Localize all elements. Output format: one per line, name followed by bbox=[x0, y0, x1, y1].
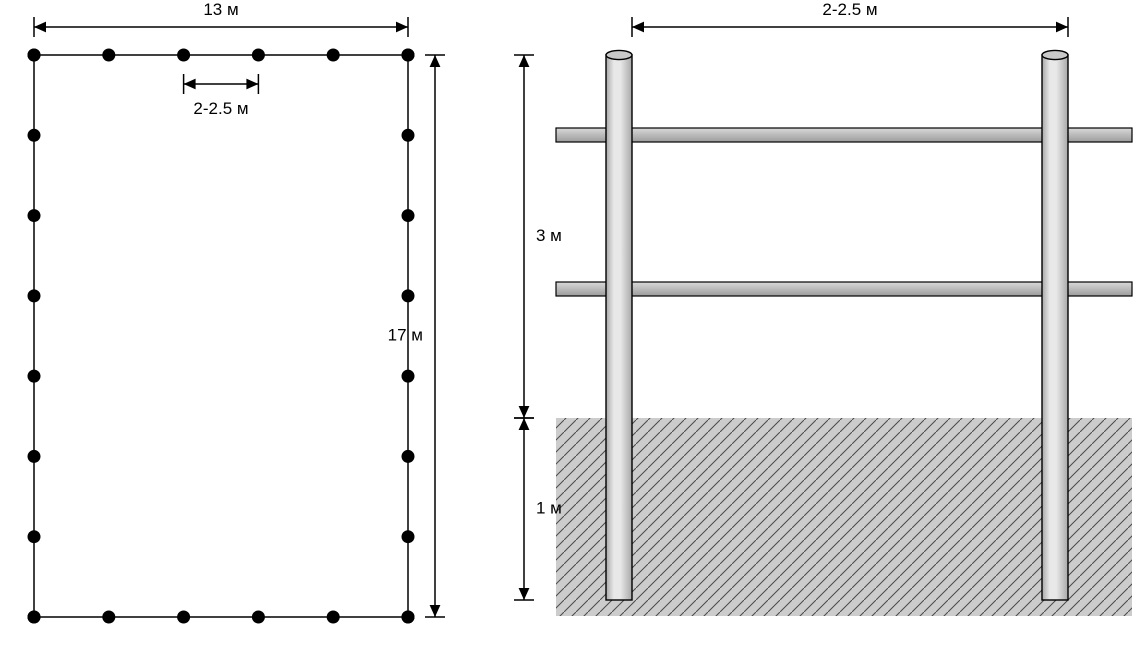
plan-rectangle bbox=[34, 55, 408, 617]
post-marker bbox=[252, 611, 265, 624]
post-marker bbox=[28, 611, 41, 624]
dim-elev-height: 3 м bbox=[514, 55, 562, 418]
elevation-view: 2-2.5 м 3 м 1 м bbox=[514, 0, 1132, 616]
dim-elev-depth-label: 1 м bbox=[536, 498, 562, 517]
post-marker bbox=[28, 370, 41, 383]
post-marker bbox=[327, 49, 340, 62]
dim-plan-height: 17 м bbox=[388, 55, 445, 617]
post-cap bbox=[1042, 50, 1068, 59]
post-marker bbox=[252, 49, 265, 62]
svg-text:13 м: 13 м bbox=[203, 0, 238, 19]
post-marker bbox=[28, 129, 41, 142]
post-marker bbox=[402, 370, 415, 383]
plan-view: 13 м 17 м 2-2.5 м bbox=[28, 0, 446, 624]
dim-elev-width: 2-2.5 м bbox=[632, 0, 1068, 37]
post-marker bbox=[402, 49, 415, 62]
post-marker bbox=[402, 530, 415, 543]
post bbox=[1042, 55, 1068, 600]
post-marker bbox=[177, 49, 190, 62]
dim-elev-height-label: 3 м bbox=[536, 226, 562, 245]
post-marker bbox=[28, 49, 41, 62]
post-cap bbox=[606, 50, 632, 59]
post-marker bbox=[177, 611, 190, 624]
post-marker bbox=[102, 611, 115, 624]
post-marker bbox=[402, 611, 415, 624]
post-marker bbox=[28, 530, 41, 543]
dim-plan-width: 13 м bbox=[34, 0, 408, 37]
post-marker bbox=[327, 611, 340, 624]
post-marker bbox=[402, 289, 415, 302]
post-marker bbox=[402, 450, 415, 463]
svg-text:2-2.5 м: 2-2.5 м bbox=[193, 99, 248, 118]
dim-plan-spacing: 2-2.5 м bbox=[184, 74, 259, 118]
post-marker bbox=[28, 450, 41, 463]
post-marker bbox=[402, 209, 415, 222]
dim-elev-depth: 1 м bbox=[514, 418, 562, 600]
post-marker bbox=[402, 129, 415, 142]
dim-plan-height-label: 17 м bbox=[388, 325, 423, 344]
post bbox=[606, 55, 632, 600]
post-marker bbox=[28, 289, 41, 302]
post-marker bbox=[28, 209, 41, 222]
post-marker bbox=[102, 49, 115, 62]
svg-text:2-2.5 м: 2-2.5 м bbox=[822, 0, 877, 19]
